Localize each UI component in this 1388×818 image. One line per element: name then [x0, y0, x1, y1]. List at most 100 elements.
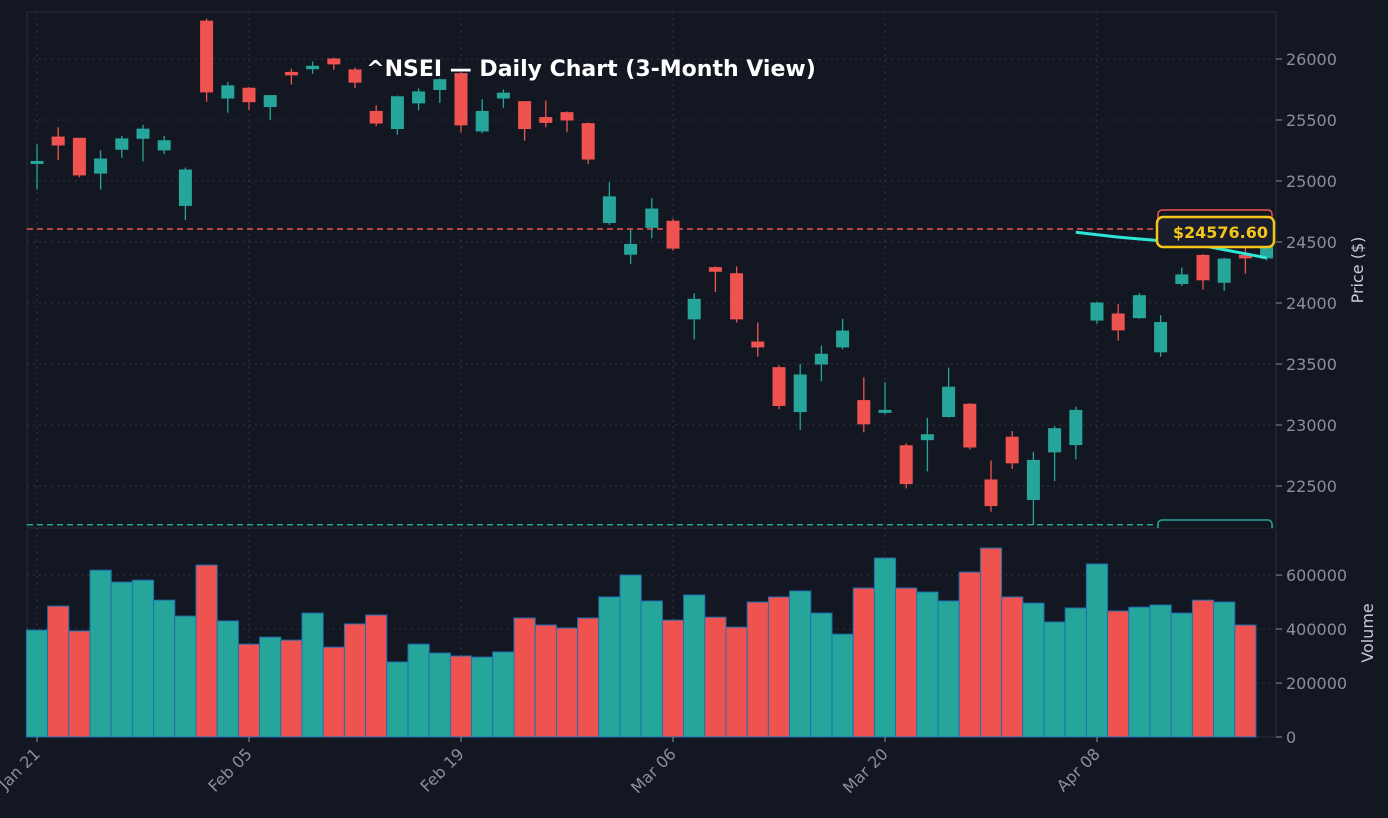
volume-bar — [1001, 596, 1024, 738]
candle-body — [730, 273, 744, 320]
candle-body — [327, 58, 341, 65]
x-tick-label: Mar 06 — [627, 744, 680, 797]
price-tick-label: 25500 — [1286, 111, 1337, 130]
candle-body — [94, 158, 108, 174]
candle-body — [157, 140, 171, 151]
chart-title: ^NSEI — Daily Chart (3-Month View) — [366, 57, 816, 82]
candle-body — [496, 92, 510, 99]
candle-body — [1217, 258, 1231, 283]
volume-bar — [979, 547, 1003, 738]
volume-bar — [449, 655, 473, 738]
candle-body — [624, 243, 638, 255]
candle-body — [1026, 459, 1040, 500]
candle-body — [263, 95, 277, 108]
candle-body — [51, 136, 65, 146]
last-price-label-box — [1155, 215, 1276, 249]
volume-tick-label: 400000 — [1286, 620, 1347, 639]
x-tick-label: Mar 20 — [839, 744, 892, 797]
candle-body — [645, 208, 659, 228]
volume-bar — [322, 646, 345, 738]
volume-bar — [1128, 606, 1151, 738]
price-tick-label: 23500 — [1286, 355, 1337, 374]
price-tick-label: 24000 — [1286, 294, 1337, 313]
volume-bar — [513, 617, 536, 738]
candle-body — [878, 409, 892, 413]
volume-bar — [640, 600, 663, 738]
candle-body — [857, 400, 871, 425]
volume-bar — [1064, 607, 1087, 738]
candle-body — [518, 101, 532, 130]
volume-bar — [661, 619, 685, 738]
candle-body — [369, 110, 383, 124]
candle-body — [72, 137, 86, 176]
candle-body — [1090, 302, 1104, 321]
candle-body — [1175, 274, 1189, 284]
x-tick-label: Feb 05 — [204, 744, 255, 795]
volume-bar — [746, 601, 769, 738]
candle-body — [454, 73, 468, 126]
overlay-lines: S: $22182.55 $24576.60 — [27, 209, 1276, 543]
volume-bar — [25, 629, 49, 738]
candle-body — [814, 353, 828, 365]
volume-bar — [471, 656, 494, 738]
candle-body — [984, 479, 998, 507]
price-tick-label: 22500 — [1286, 477, 1337, 496]
candle-body — [602, 196, 616, 223]
volume-bar — [195, 564, 218, 738]
price-tick-label: 26000 — [1286, 50, 1337, 69]
volume-bar — [1107, 610, 1130, 738]
volume-bar — [47, 605, 70, 738]
volume-bar — [1043, 621, 1066, 738]
volume-bar — [810, 612, 833, 738]
volume-bar — [407, 643, 430, 738]
candle-body — [433, 79, 447, 90]
volume-tick-label: 600000 — [1286, 566, 1347, 585]
volume-bar — [598, 596, 621, 738]
volume-bar — [89, 569, 112, 738]
volume-bar — [259, 636, 282, 738]
volume-bar — [534, 624, 557, 738]
volume-bar — [365, 614, 388, 738]
volume-bar — [937, 600, 960, 738]
candle-body — [687, 298, 701, 320]
volume-bar — [1234, 624, 1257, 738]
candle-body — [115, 138, 129, 150]
volume-bar — [895, 587, 918, 738]
candle-body — [200, 20, 214, 93]
grid — [26, 11, 1277, 738]
volume-bar — [831, 633, 854, 738]
volume-bar — [1191, 599, 1215, 738]
support-label-text: S: $22182.55 — [1165, 525, 1265, 543]
volume-bar — [301, 612, 324, 738]
candle-body — [221, 85, 235, 99]
volume-bar — [683, 594, 706, 738]
volume-bar — [852, 587, 875, 738]
candle-body — [390, 96, 404, 130]
volume-bar — [1149, 604, 1172, 738]
candle-body — [920, 434, 934, 441]
volume-bar — [237, 643, 261, 738]
candle-body — [1048, 428, 1062, 453]
candle-body — [751, 341, 765, 348]
candle-body — [899, 445, 913, 485]
candle-body — [348, 69, 362, 83]
volume-bar — [916, 591, 939, 738]
candle-body — [1111, 313, 1125, 331]
volume-bar — [873, 557, 897, 738]
volume-bar — [153, 599, 176, 738]
volume-bar — [555, 627, 579, 738]
last-price-label: $24576.60 — [1173, 223, 1268, 242]
candle-body — [1132, 295, 1146, 319]
candle-body — [412, 91, 426, 104]
price-tick-label: 24500 — [1286, 233, 1337, 252]
x-tick-label: Feb 19 — [416, 744, 467, 795]
volume-tick-label: 0 — [1286, 728, 1296, 747]
volume-bar — [1085, 563, 1109, 738]
price-tick-label: 23000 — [1286, 416, 1337, 435]
candle-body — [1196, 254, 1210, 281]
candle-body — [836, 330, 850, 348]
volume-bar — [619, 574, 642, 738]
volume-bars — [25, 547, 1257, 738]
volume-bar — [280, 639, 303, 738]
